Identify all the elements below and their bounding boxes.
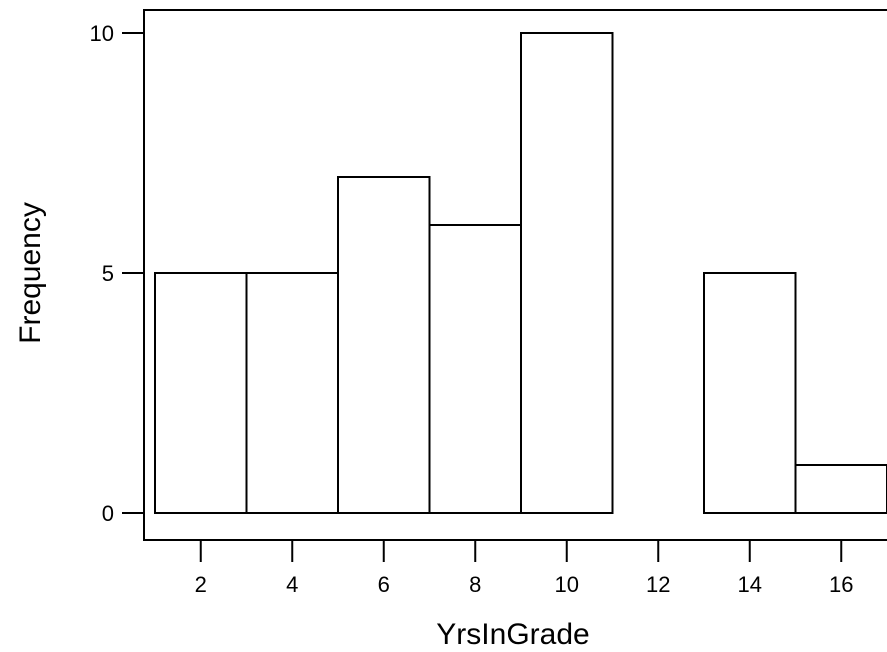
bars-group (154, 32, 887, 514)
histogram-bar-4 (520, 32, 614, 514)
x-tick-label: 16 (829, 572, 853, 597)
y-axis-title: Frequency (14, 202, 47, 344)
x-tick-label: 10 (555, 572, 579, 597)
y-tick-label: 10 (90, 21, 114, 46)
histogram-bar-6 (703, 272, 797, 514)
histogram-bar-3 (428, 224, 522, 514)
x-axis: 2 4 6 8 10 12 14 16 (155, 539, 887, 597)
x-tick-label: 12 (646, 572, 670, 597)
x-tick-label: 4 (286, 572, 298, 597)
x-axis-title: YrsInGrade (436, 618, 589, 651)
histogram-bar-1 (245, 272, 339, 514)
y-tick-label: 5 (102, 261, 114, 286)
histogram-bar-0 (154, 272, 248, 514)
y-tick-label: 0 (102, 501, 114, 526)
x-tick-label: 14 (738, 572, 762, 597)
histogram-bar-7 (794, 464, 887, 514)
histogram-bar-2 (337, 176, 431, 514)
x-tick-label: 6 (378, 572, 390, 597)
x-tick-label: 2 (195, 572, 207, 597)
y-axis: 0 5 10 (90, 21, 145, 526)
x-tick-label: 8 (469, 572, 481, 597)
